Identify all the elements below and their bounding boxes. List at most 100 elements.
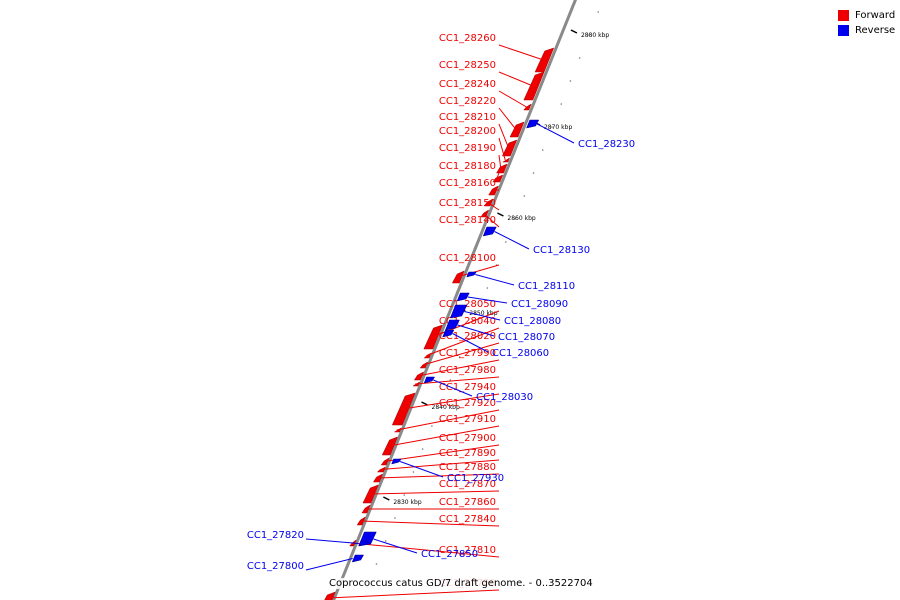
gene-label-cc1-28180: CC1_28180	[439, 161, 496, 172]
feature-dot	[375, 563, 378, 565]
gene-label-cc1-28240: CC1_28240	[439, 79, 496, 90]
gene-label-cc1-28020: CC1_28020	[439, 331, 496, 342]
legend-reverse-label: Reverse	[855, 25, 896, 36]
leader-line	[388, 425, 500, 447]
feature-dot	[384, 540, 387, 542]
scale-tick	[421, 401, 428, 406]
feature-dot	[523, 195, 526, 197]
forward-gene-shape	[502, 157, 511, 163]
gene-label-cc1-28260: CC1_28260	[439, 33, 496, 44]
leader-line	[351, 542, 500, 558]
feature-dot	[569, 80, 572, 82]
feature-dot	[551, 126, 553, 128]
leader-line	[396, 409, 500, 431]
leader-line	[433, 379, 473, 397]
reverse-gene-shape	[445, 319, 460, 331]
leader-line	[536, 123, 575, 144]
feature-dot	[532, 172, 535, 174]
gene-label-cc1-28070: CC1_28070	[498, 332, 555, 343]
reverse-gene-shape	[456, 292, 470, 302]
gene-label-cc1-28250: CC1_28250	[439, 60, 496, 71]
feature-dot	[597, 11, 599, 13]
forward-swatch	[838, 10, 849, 21]
genome-backbone	[331, 0, 578, 600]
leader-line	[305, 558, 353, 571]
gene-label-cc1-28150: CC1_28150	[439, 198, 496, 209]
gene-label-cc1-28220: CC1_28220	[439, 96, 496, 107]
forward-gene-shape	[501, 139, 518, 157]
leader-line	[402, 393, 500, 410]
gene-label-cc1-27840: CC1_27840	[439, 514, 496, 525]
reverse-gene-shape	[391, 458, 402, 465]
legend-forward-label: Forward	[855, 10, 896, 21]
gene-label-cc1-27800: CC1_27800	[247, 561, 304, 572]
feature-dot	[431, 425, 433, 427]
leader-line	[496, 172, 500, 179]
leader-line	[452, 333, 489, 353]
leader-line	[426, 327, 500, 356]
leader-line	[327, 589, 500, 599]
scale-tick	[570, 29, 578, 34]
gene-label-cc1-28230: CC1_28230	[578, 139, 635, 150]
feature-dot	[578, 57, 581, 59]
gene-label-cc1-28130: CC1_28130	[533, 245, 590, 256]
leader-line	[373, 538, 418, 554]
gene-label-cc1-27990: CC1_27990	[439, 348, 496, 359]
gene-label-cc1-28050: CC1_28050	[439, 299, 496, 310]
gene-label-cc1-28140: CC1_28140	[439, 215, 496, 226]
leader-line	[483, 213, 500, 228]
leader-line	[498, 107, 517, 130]
forward-gene-shape	[509, 121, 525, 138]
leader-line	[369, 490, 500, 495]
reverse-gene-shape	[482, 226, 497, 237]
reverse-gene-shape	[449, 304, 468, 319]
leader-line	[464, 311, 501, 321]
forward-gene-shape	[523, 103, 532, 111]
leader-line	[457, 324, 495, 337]
gene-label-cc1-28200: CC1_28200	[439, 126, 496, 137]
reverse-gene-shape	[358, 540, 369, 547]
gene-label-cc1-28090: CC1_28090	[511, 299, 568, 310]
feature-dot	[449, 379, 452, 381]
leader-line	[360, 520, 500, 527]
forward-gene-shape	[480, 209, 490, 218]
forward-gene-shape	[496, 163, 508, 174]
reverse-gene-shape	[466, 271, 477, 278]
feature-dot	[412, 471, 415, 473]
feature-dot	[458, 356, 461, 358]
scale-label: 2860 kbp	[507, 215, 535, 222]
gene-label-cc1-27940: CC1_27940	[439, 382, 496, 393]
gene-label-cc1-27930: CC1_27930	[447, 473, 504, 484]
scale-label: 2840 kbp	[432, 404, 460, 411]
legend-forward: Forward	[838, 8, 895, 23]
leader-line	[492, 189, 500, 191]
leader-line	[498, 90, 527, 108]
leader-line	[498, 44, 544, 61]
feature-dot	[421, 448, 424, 450]
gene-label-cc1-28110: CC1_28110	[518, 281, 575, 292]
gene-label-cc1-28190: CC1_28190	[439, 143, 496, 154]
gene-label-cc1-27870: CC1_27870	[439, 479, 496, 490]
feature-dot	[541, 149, 544, 151]
scale-tick	[383, 496, 390, 501]
scale-label: 2830 kbp	[393, 499, 421, 506]
feature-dot	[588, 34, 590, 36]
genome-caption: Coprococcus catus GD/7 draft genome. - 0…	[327, 578, 595, 589]
reverse-gene-shape	[442, 329, 455, 338]
leader-line	[376, 473, 500, 479]
gene-label-cc1-27900: CC1_27900	[439, 433, 496, 444]
gene-label-cc1-27860: CC1_27860	[439, 497, 496, 508]
feature-dot	[560, 103, 563, 105]
reverse-gene-shape	[423, 376, 436, 384]
forward-gene-shape	[534, 47, 555, 73]
leader-line	[417, 359, 500, 377]
scale-label: 2880 kbp	[581, 32, 609, 39]
gene-label-cc1-28100: CC1_28100	[439, 253, 496, 264]
leader-line	[415, 376, 500, 385]
gene-label-cc1-27890: CC1_27890	[439, 448, 496, 459]
gene-label-cc1-28160: CC1_28160	[439, 178, 496, 189]
leader-line	[487, 202, 500, 211]
gene-label-cc1-28060: CC1_28060	[492, 348, 549, 359]
feature-dot	[477, 310, 479, 312]
